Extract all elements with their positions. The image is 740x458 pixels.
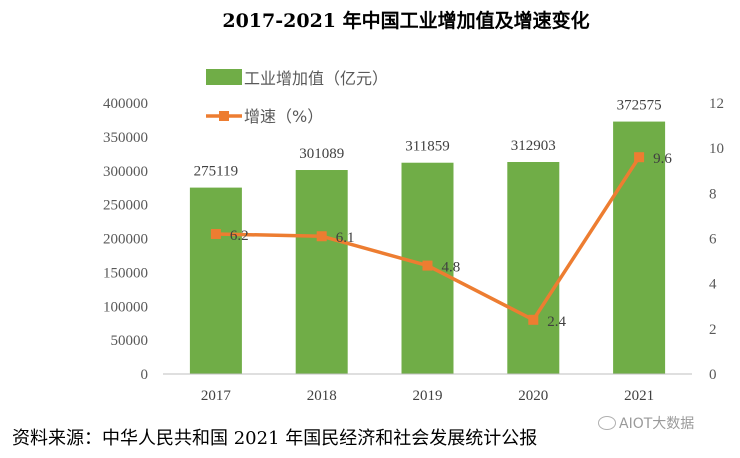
x-tick-label: 2021 [624,388,654,404]
legend: 工业增加值（亿元） 增速（%） [206,69,388,126]
legend-swatch-marker [219,111,229,121]
source-note: 资料来源：中华人民共和国 2021 年国民经济和社会发展统计公报 [12,428,538,449]
y-left-tick-label: 0 [141,367,149,383]
y-left-tick-label: 150000 [103,265,148,281]
bar-data-label: 275119 [194,164,238,180]
y-left-tick-label: 250000 [103,198,148,214]
y-left-tick-label: 100000 [103,299,148,315]
y-left-tick-label: 50000 [111,333,149,349]
y-left-tick-label: 350000 [103,130,148,146]
watermark: AIOT大数据 [598,413,694,433]
y-right-tick-label: 6 [709,232,717,248]
line-data-label: 9.6 [653,151,672,167]
line-point [422,260,433,271]
line-data-label: 6.2 [230,228,249,244]
bar [507,162,560,374]
line-data-label: 4.8 [442,260,461,276]
y-left-tick-label: 400000 [103,96,148,112]
watermark-label: AIOT大数据 [619,416,695,432]
line-data-label: 2.4 [547,314,566,330]
x-tick-label: 2020 [518,388,548,404]
bar [189,187,242,374]
legend-swatch-bar [206,69,242,85]
bar [613,121,666,374]
bar-data-label: 372575 [617,98,662,114]
y-left-tick-label: 200000 [103,232,148,248]
bar [295,170,348,374]
legend-label-line: 增速（%） [244,107,323,126]
bar-data-label: 311859 [405,139,449,155]
x-tick-label: 2018 [307,388,337,404]
x-tick-label: 2017 [201,388,232,404]
y-right-tick-label: 0 [709,367,717,383]
y-left-tick-label: 300000 [103,164,148,180]
y-right-tick-label: 4 [709,277,717,293]
legend-label-bar: 工业增加值（亿元） [244,69,388,88]
wechat-icon [598,416,616,430]
y-right-tick-label: 8 [709,186,717,202]
y-right-tick-label: 12 [709,96,724,112]
chart-title: 2017-2021 年中国工业增加值及增速变化 [222,9,589,32]
line-point [210,228,221,239]
line-point [634,152,645,163]
bar-data-label: 301089 [299,146,344,162]
line-point [528,314,539,325]
y-right-tick-label: 2 [709,322,717,338]
x-tick-label: 2019 [413,388,443,404]
y-right-tick-label: 10 [709,141,724,157]
bar-data-label: 312903 [511,138,556,154]
line-point [316,231,327,242]
line-data-label: 6.1 [336,230,355,246]
